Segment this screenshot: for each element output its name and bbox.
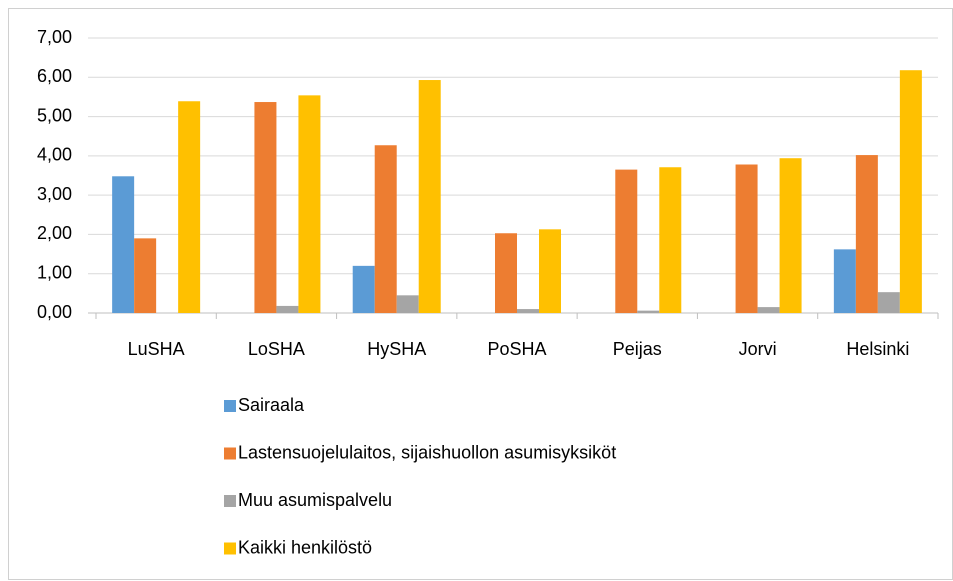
legend-label: Lastensuojelulaitos, sijaishuollon asumi… bbox=[238, 442, 616, 462]
y-tick-label: 6,00 bbox=[37, 66, 72, 86]
bar bbox=[298, 95, 321, 313]
legend-swatch bbox=[224, 447, 236, 460]
bar bbox=[615, 169, 638, 313]
bar bbox=[254, 102, 277, 314]
y-tick-label: 1,00 bbox=[37, 262, 72, 282]
legend-swatch bbox=[224, 542, 236, 555]
bar bbox=[539, 229, 561, 313]
bar bbox=[517, 309, 539, 313]
y-tick-label: 5,00 bbox=[37, 105, 72, 125]
bar bbox=[374, 145, 397, 313]
legend-label: Kaikki henkilöstö bbox=[238, 537, 372, 557]
bar bbox=[877, 292, 900, 313]
y-tick-label: 3,00 bbox=[37, 184, 72, 204]
y-tick-label: 4,00 bbox=[37, 145, 72, 165]
x-tick-label: Helsinki bbox=[846, 339, 909, 359]
bar bbox=[178, 101, 201, 313]
x-tick-label: LuSHA bbox=[128, 339, 185, 359]
bar bbox=[134, 238, 157, 313]
legend-label: Muu asumispalvelu bbox=[238, 490, 392, 510]
x-tick-label: LoSHA bbox=[248, 339, 305, 359]
bar bbox=[735, 164, 758, 313]
bar bbox=[659, 167, 682, 313]
legend-swatch bbox=[224, 495, 236, 507]
y-tick-label: 0,00 bbox=[37, 302, 72, 322]
y-tick-label: 7,00 bbox=[37, 27, 72, 47]
x-tick-label: HySHA bbox=[367, 339, 426, 359]
bar bbox=[855, 155, 878, 313]
x-tick-label: Peijas bbox=[613, 339, 662, 359]
x-tick-label: Jorvi bbox=[739, 339, 777, 359]
bar bbox=[757, 307, 780, 313]
bar bbox=[112, 176, 135, 313]
bar bbox=[418, 80, 441, 314]
bar bbox=[352, 265, 375, 313]
legend-swatch bbox=[224, 400, 236, 412]
y-tick-label: 2,00 bbox=[37, 223, 72, 243]
bar bbox=[637, 310, 660, 313]
bar bbox=[899, 70, 922, 313]
bar bbox=[495, 233, 517, 313]
x-tick-label: PoSHA bbox=[487, 339, 546, 359]
bar bbox=[276, 305, 299, 313]
bar bbox=[779, 158, 802, 313]
legend-label: Sairaala bbox=[238, 395, 305, 415]
bar bbox=[833, 249, 856, 313]
bar bbox=[396, 295, 419, 313]
